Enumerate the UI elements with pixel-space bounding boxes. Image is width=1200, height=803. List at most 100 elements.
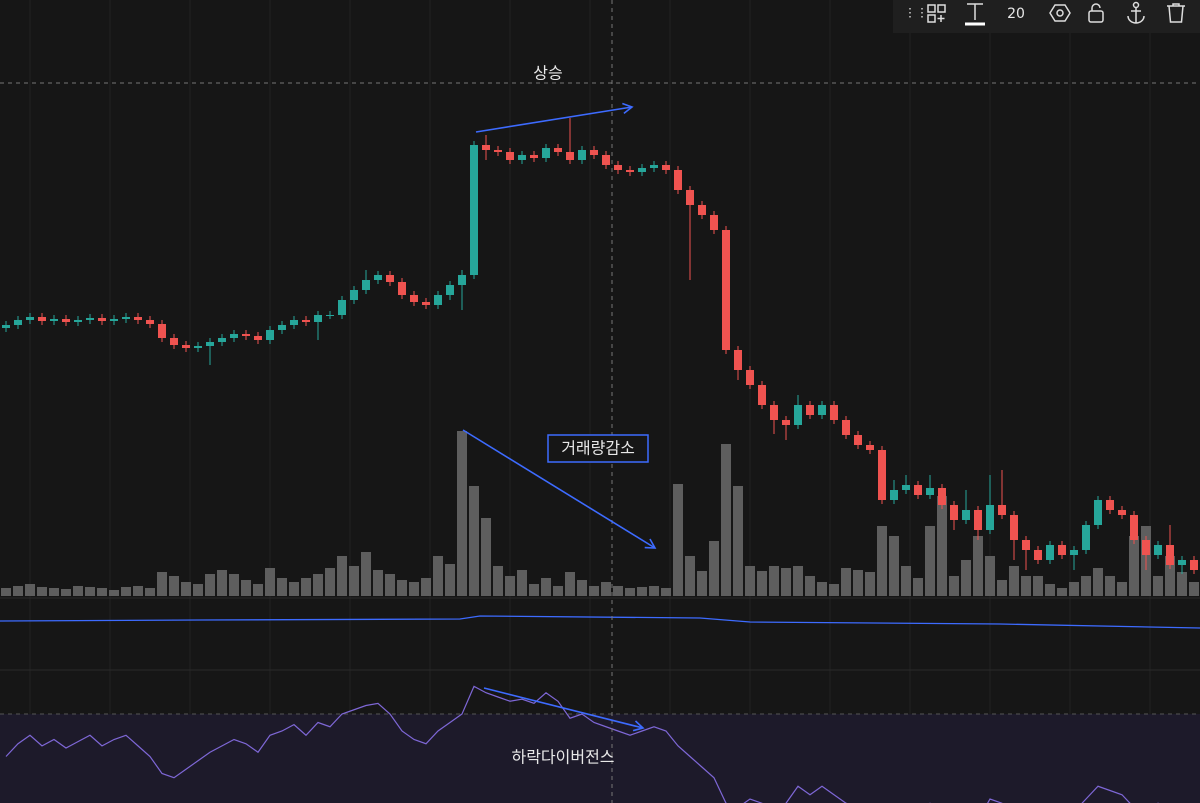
candle-body (1118, 510, 1126, 515)
volume-bar (1009, 566, 1019, 596)
candle-body (2, 325, 10, 328)
candle-body (446, 285, 454, 295)
volume-bar (13, 586, 23, 596)
volume-bar (253, 584, 263, 596)
candle-body (650, 165, 658, 168)
candle-body (194, 346, 202, 348)
volume-bar (445, 564, 455, 596)
volume-bar (325, 568, 335, 596)
arrow (475, 102, 634, 133)
volume-bar (1069, 582, 1079, 596)
anchor-icon[interactable] (1127, 1, 1145, 24)
volume-bar (649, 586, 659, 596)
candle-body (230, 334, 238, 338)
volume-bar (1189, 582, 1199, 596)
volume-bar (61, 589, 71, 596)
arrow (483, 687, 645, 732)
candle-body (770, 405, 778, 420)
volume-bar (349, 566, 359, 596)
candle-body (1130, 515, 1138, 540)
volume-bar (613, 586, 623, 596)
volume-bar (961, 560, 971, 596)
candle-body (470, 145, 478, 275)
delete-icon[interactable] (1167, 3, 1185, 23)
candle-body (482, 145, 490, 150)
volume-bar (469, 486, 479, 596)
annotation: 거래량감소 (561, 439, 635, 458)
drag-handle[interactable]: ⋮⋮ (904, 6, 928, 20)
add-icon[interactable] (927, 4, 946, 23)
volume-bar (181, 582, 191, 596)
volume-bar (709, 541, 719, 596)
candle-body (518, 155, 526, 160)
volume-bar (37, 587, 47, 596)
volume-bar (301, 578, 311, 596)
candle-body (158, 324, 166, 338)
candle-body (1022, 540, 1030, 550)
settings-icon[interactable] (1049, 4, 1071, 22)
annotation-box (547, 434, 649, 463)
candle-body (782, 420, 790, 425)
annotation: 하락다이버전스 (511, 748, 614, 767)
volume-bar (121, 587, 131, 596)
candle-body (410, 295, 418, 302)
candle-body (590, 150, 598, 155)
candle-body (806, 405, 814, 415)
candle-body (314, 315, 322, 322)
volume-bar (385, 574, 395, 596)
candle-body (710, 215, 718, 230)
volume-bar (529, 584, 539, 596)
candle-body (422, 302, 430, 305)
candle-body (14, 320, 22, 325)
candle-body (758, 385, 766, 405)
volume-bar (241, 580, 251, 596)
volume-bar (1033, 576, 1043, 596)
volume-bar (25, 584, 35, 596)
candle-body (218, 338, 226, 342)
candle-body (398, 282, 406, 295)
volume-bar (289, 582, 299, 596)
candle-body (734, 350, 742, 370)
volume-bar (421, 578, 431, 596)
volume-bar (925, 526, 935, 596)
candle-body (74, 320, 82, 322)
candle-body (542, 148, 550, 158)
candle-body (182, 345, 190, 348)
candle-body (554, 148, 562, 152)
marks (1, 118, 1199, 803)
grid (29, 0, 1151, 803)
candle-body (662, 165, 670, 170)
candle-body (254, 336, 262, 340)
candle-body (674, 170, 682, 190)
volume-bar (157, 572, 167, 596)
rsi-line (5, 685, 1159, 803)
candle-body (1034, 550, 1042, 560)
candle-body (242, 334, 250, 336)
volume-bar (49, 588, 59, 596)
candle-body (1106, 500, 1114, 510)
volume-bar (565, 572, 575, 596)
candle-body (722, 230, 730, 350)
volume-bar (169, 576, 179, 596)
volume-bar (133, 586, 143, 596)
text-icon[interactable] (965, 3, 985, 26)
candle-body (386, 275, 394, 282)
volume-bar (193, 584, 203, 596)
candle-body (902, 485, 910, 490)
font-size[interactable]: 20 (1007, 6, 1025, 22)
candle-body (686, 190, 694, 205)
volume-bar (361, 552, 371, 596)
candle-body (206, 342, 214, 346)
lock-icon[interactable] (1088, 3, 1104, 23)
volume-bar (1045, 584, 1055, 596)
candle-body (626, 170, 634, 172)
candle-body (326, 315, 334, 316)
candle-body (50, 319, 58, 321)
candle-body (842, 420, 850, 435)
volume-bar (805, 576, 815, 596)
candle-body (146, 320, 154, 324)
annotation: 상승 (533, 64, 562, 83)
candle-body (530, 155, 538, 158)
candle-body (1010, 515, 1018, 540)
candle-body (266, 330, 274, 340)
